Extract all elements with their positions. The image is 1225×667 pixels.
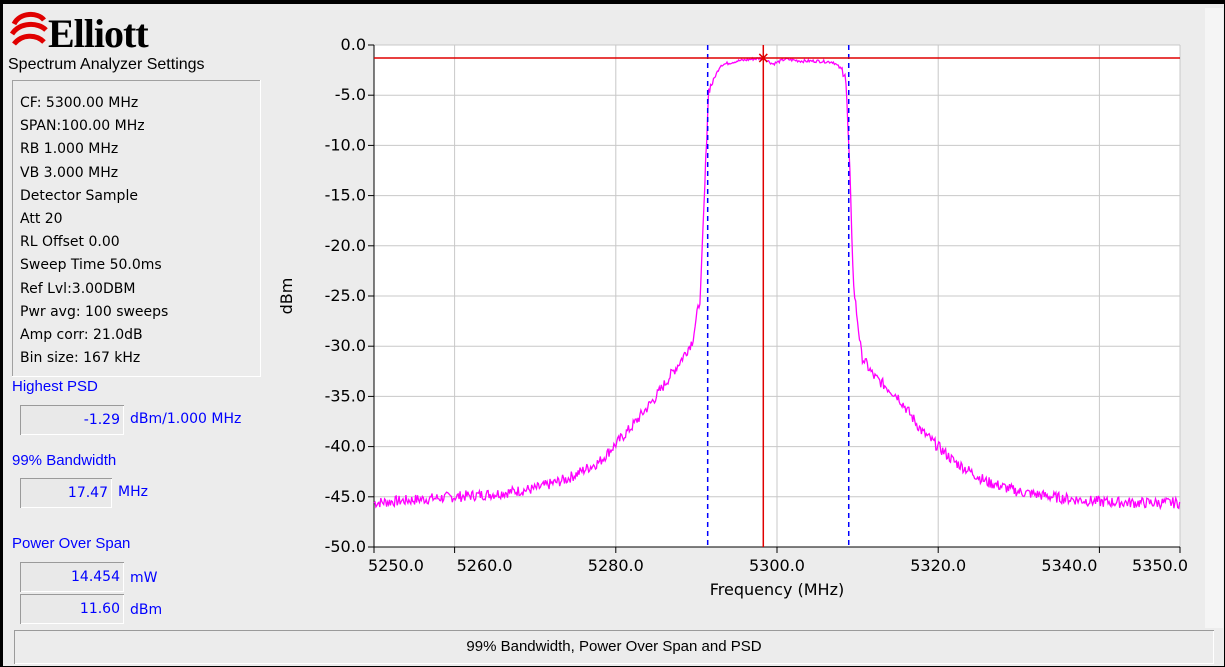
left-border: [0, 0, 3, 667]
y-tick-label: -15.0: [325, 186, 366, 205]
setting-bin-size: Bin size: 167 kHz: [20, 350, 141, 367]
highest-psd-value: -1.29: [20, 405, 124, 435]
spectrum-chart: 0.0 -5.0 -10.0 -15.0 -20.0 -25.0 -30.0 -35.0 -40…: [277, 35, 1188, 599]
status-bar: 99% Bandwidth, Power Over Span and PSD: [14, 630, 1214, 664]
highest-psd-unit: dBm/1.000 MHz: [130, 411, 242, 427]
bandwidth-value: 17.47: [20, 478, 112, 508]
elliott-logo: Elliott: [8, 8, 228, 58]
y-tick-label: -20.0: [325, 236, 366, 255]
y-tick-label: -50.0: [325, 537, 366, 556]
x-tick-label: 5250.0: [368, 556, 424, 575]
settings-list: CF: 5300.00 MHz SPAN:100.00 MHz RB 1.000…: [12, 80, 260, 370]
x-tick-label: 5320.0: [910, 556, 966, 575]
bandwidth-unit: MHz: [118, 484, 148, 500]
elliott-logo-icon: [10, 12, 48, 46]
setting-ref-level: Ref Lvl:3.00DBM: [20, 280, 136, 297]
right-panel-strip: [1205, 8, 1223, 628]
y-tick-label: -10.0: [325, 135, 366, 154]
x-tick-label: 5260.0: [457, 556, 513, 575]
y-tick-label: -5.0: [335, 85, 366, 104]
setting-attenuation: Att 20: [20, 211, 63, 228]
x-tick-label: 5280.0: [588, 556, 644, 575]
x-tick-label: 5300.0: [749, 556, 805, 575]
setting-rl-offset: RL Offset 0.00: [20, 234, 120, 251]
setting-rbw: RB 1.000 MHz: [20, 141, 119, 158]
setting-power-avg: Pwr avg: 100 sweeps: [20, 303, 169, 320]
power-dbm-value: 11.60: [20, 594, 124, 624]
power-mw-value: 14.454: [20, 562, 124, 592]
marker-point: [758, 53, 768, 63]
top-border: [0, 0, 1225, 4]
y-tick-label: -35.0: [325, 386, 366, 405]
y-tick-label: -40.0: [325, 437, 366, 456]
setting-vbw: VB 3.000 MHz: [20, 164, 119, 181]
x-tick-label: 5350.0: [1132, 556, 1188, 575]
settings-title: Spectrum Analyzer Settings: [8, 56, 205, 73]
bandwidth-label: 99% Bandwidth: [12, 452, 117, 469]
y-tick-label: 0.0: [341, 35, 366, 54]
y-tick-label: -45.0: [325, 487, 366, 506]
x-tick-label: 5340.0: [1041, 556, 1097, 575]
setting-amp-corr: Amp corr: 21.0dB: [20, 327, 143, 344]
setting-span: SPAN:100.00 MHz: [20, 118, 145, 135]
x-axis-title: Frequency (MHz): [710, 580, 844, 599]
setting-cf: CF: 5300.00 MHz: [20, 95, 139, 111]
setting-sweep-time: Sweep Time 50.0ms: [20, 257, 162, 274]
brand-name: Elliott: [48, 11, 149, 56]
power-mw-unit: mW: [130, 570, 158, 586]
spectrum-trace: [373, 56, 1181, 511]
setting-detector: Detector Sample: [20, 187, 138, 204]
y-tick-label: -30.0: [325, 336, 366, 355]
power-dbm-unit: dBm: [130, 602, 163, 618]
y-tick-label: -25.0: [325, 286, 366, 305]
y-axis-title: dBm: [277, 278, 296, 315]
settings-panel: CF: 5300.00 MHz SPAN:100.00 MHz RB 1.000…: [12, 80, 261, 377]
highest-psd-label: Highest PSD: [12, 378, 98, 395]
power-over-span-label: Power Over Span: [12, 535, 131, 552]
